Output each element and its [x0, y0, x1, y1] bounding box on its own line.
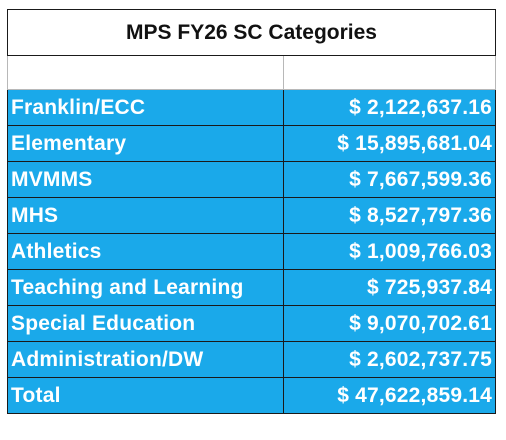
row-amount-special-education[interactable]: $ 9,070,702.61 [282, 305, 497, 342]
row-amount-franklin-ecc[interactable]: $ 2,122,637.16 [282, 89, 497, 126]
row-amount-mvmms[interactable]: $ 7,667,599.36 [282, 161, 497, 198]
table-row: Elementary $ 15,895,681.04 [7, 125, 497, 162]
row-label-administration-dw[interactable]: Administration/DW [7, 341, 284, 378]
title-row: MPS FY26 SC Categories [6, 9, 497, 56]
row-label-total[interactable]: Total [7, 377, 284, 414]
row-amount-teaching-and-learning[interactable]: $ 725,937.84 [282, 269, 497, 306]
row-label-special-education[interactable]: Special Education [7, 305, 284, 342]
row-amount-administration-dw[interactable]: $ 2,602,737.75 [282, 341, 497, 378]
blank-cell-amount[interactable] [282, 55, 497, 90]
row-label-teaching-and-learning[interactable]: Teaching and Learning [7, 269, 284, 306]
row-amount-elementary[interactable]: $ 15,895,681.04 [282, 125, 497, 162]
row-label-franklin-ecc[interactable]: Franklin/ECC [7, 89, 284, 126]
row-amount-total[interactable]: $ 47,622,859.14 [282, 377, 497, 414]
table-row: MVMMS $ 7,667,599.36 [7, 161, 497, 198]
total-row: Total $ 47,622,859.14 [7, 377, 497, 414]
row-label-mhs[interactable]: MHS [7, 197, 284, 234]
table-title[interactable]: MPS FY26 SC Categories [6, 9, 497, 56]
row-amount-athletics[interactable]: $ 1,009,766.03 [282, 233, 497, 270]
table-row: Athletics $ 1,009,766.03 [7, 233, 497, 270]
row-amount-mhs[interactable]: $ 8,527,797.36 [282, 197, 497, 234]
row-label-mvmms[interactable]: MVMMS [7, 161, 284, 198]
blank-cell-label[interactable] [7, 55, 284, 90]
blank-row [7, 55, 497, 90]
table-row: Administration/DW $ 2,602,737.75 [7, 341, 497, 378]
row-label-elementary[interactable]: Elementary [7, 125, 284, 162]
table-row: Special Education $ 9,070,702.61 [7, 305, 497, 342]
row-label-athletics[interactable]: Athletics [7, 233, 284, 270]
table-row: Franklin/ECC $ 2,122,637.16 [7, 89, 497, 126]
categories-table: MPS FY26 SC Categories Franklin/ECC $ 2,… [6, 9, 497, 414]
table-row: MHS $ 8,527,797.36 [7, 197, 497, 234]
table-row: Teaching and Learning $ 725,937.84 [7, 269, 497, 306]
